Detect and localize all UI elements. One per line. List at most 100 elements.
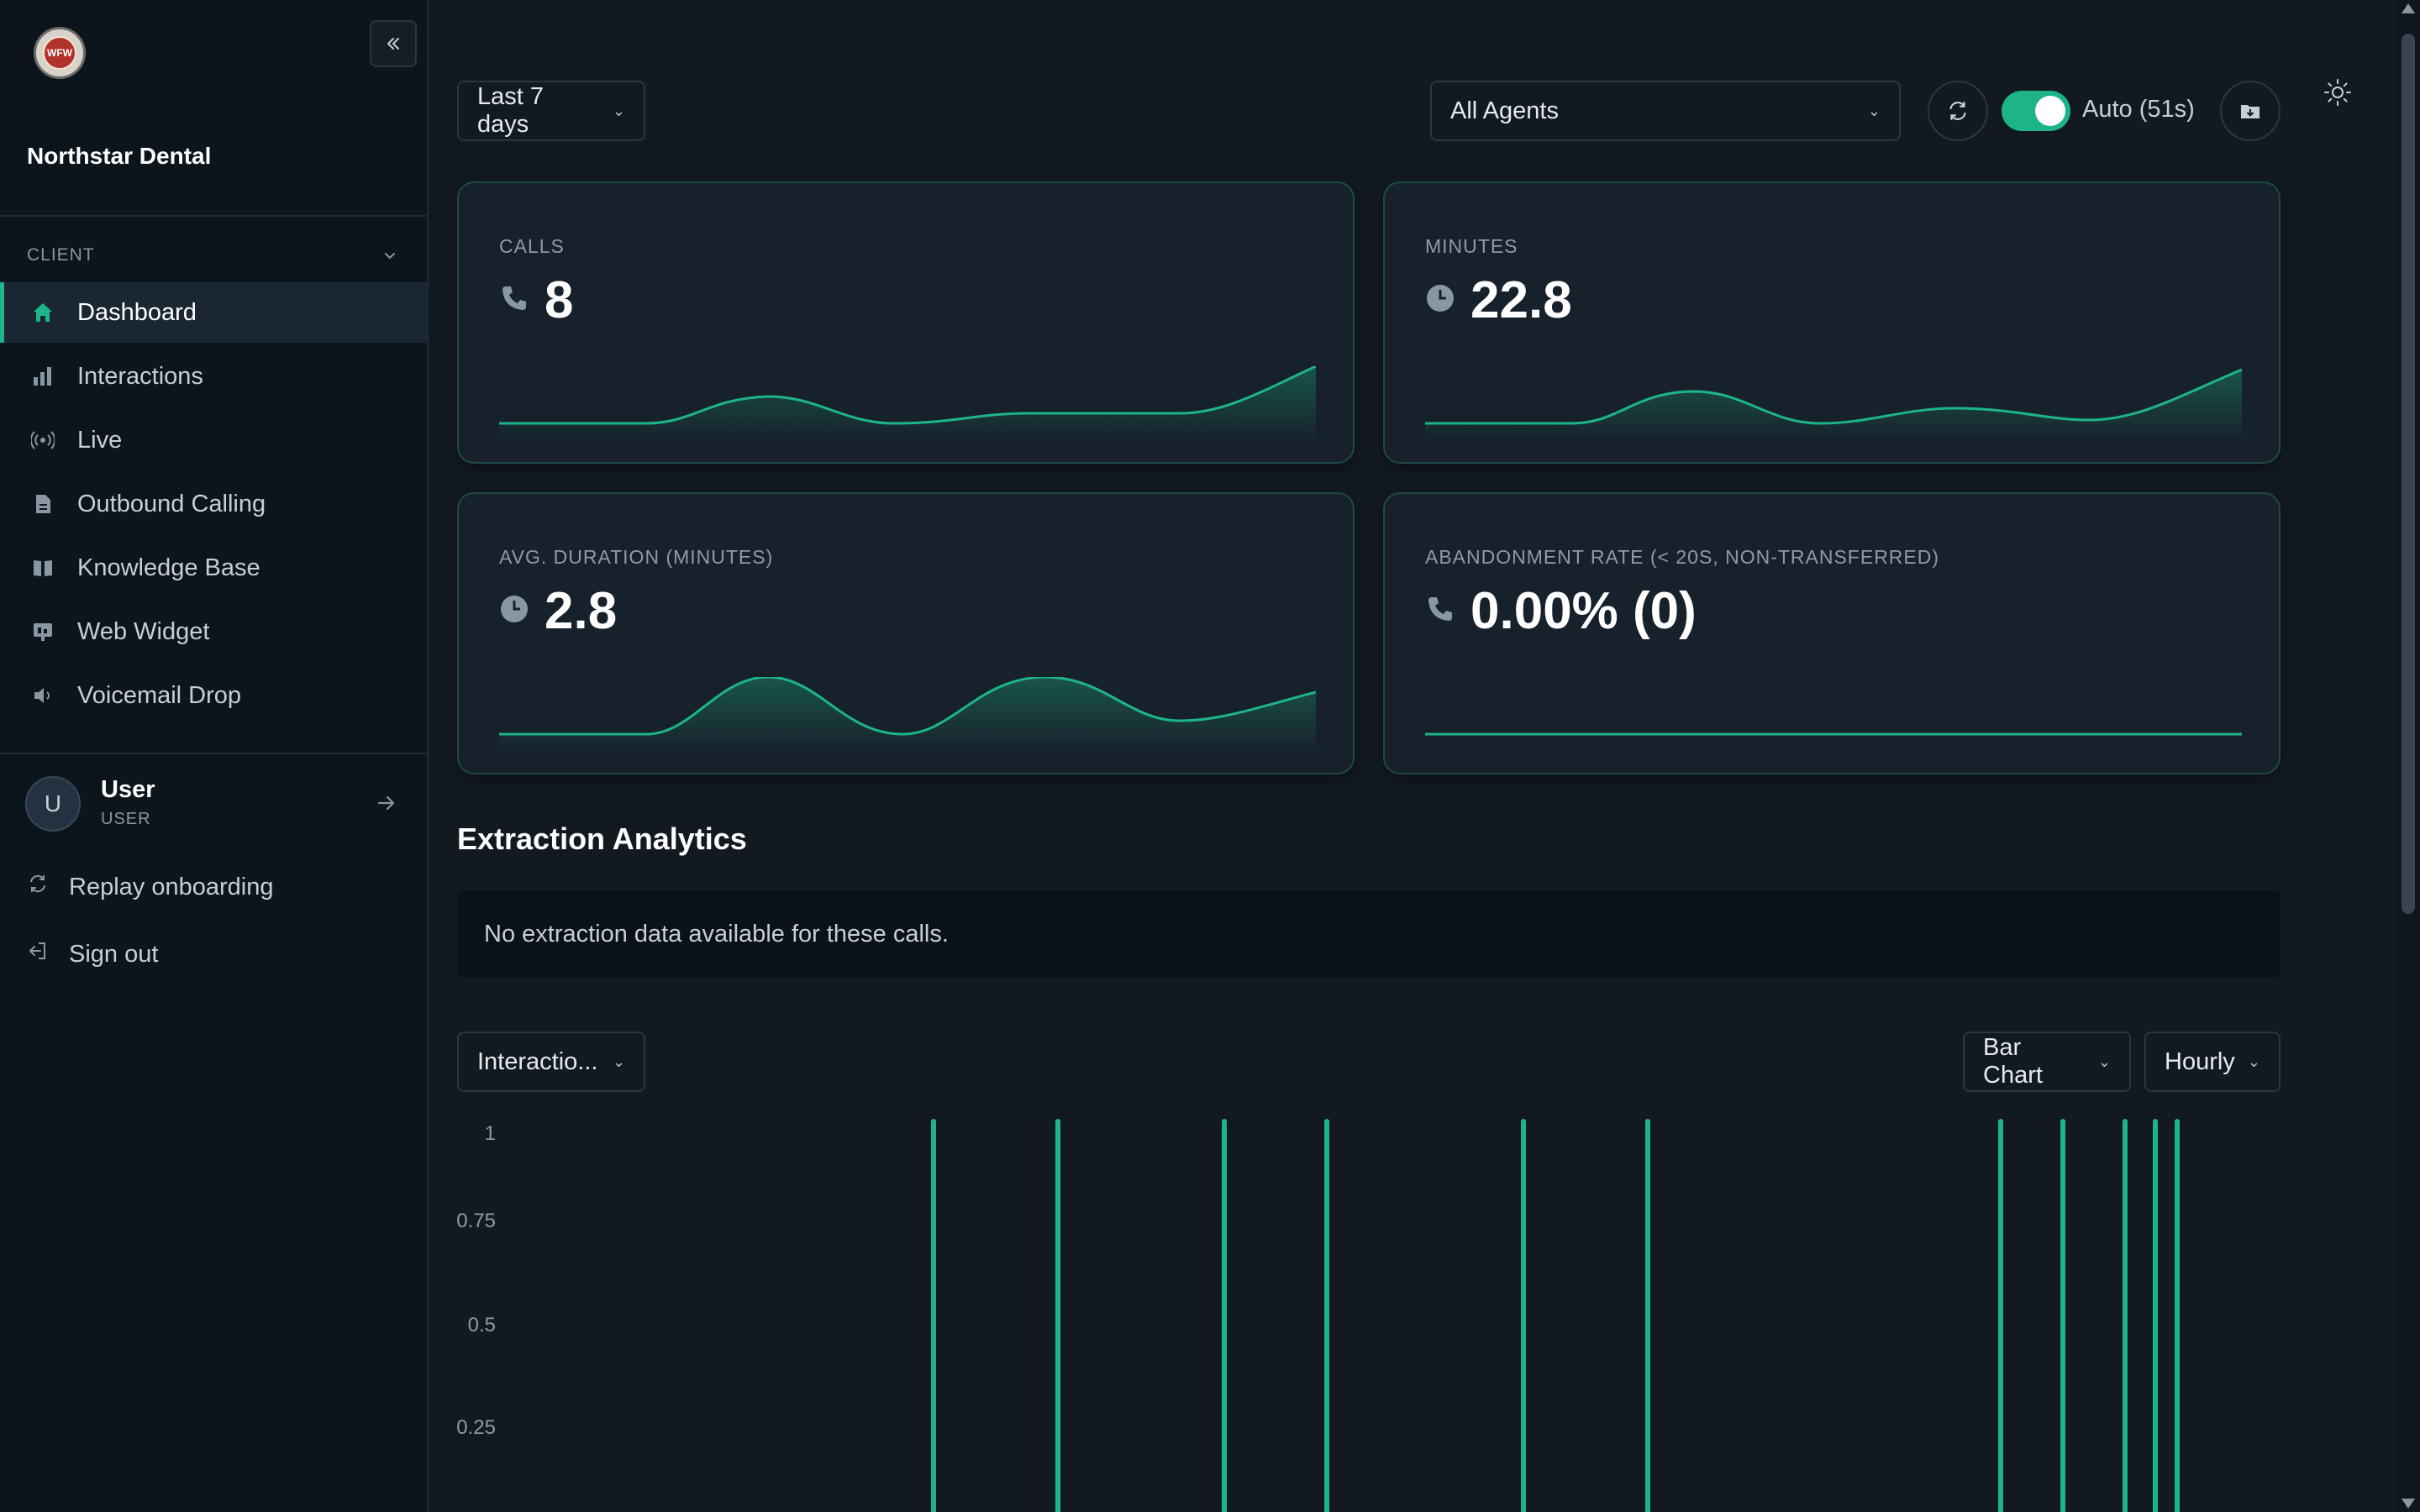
auto-refresh-label: Auto (51s) [2082, 96, 2195, 123]
agent-filter-select[interactable]: All Agents ⌄ [1430, 81, 1901, 141]
sign-out-link[interactable]: Sign out [27, 937, 158, 971]
refresh-icon [1949, 102, 1966, 120]
chart-bar[interactable] [931, 1119, 936, 1512]
chart-bar[interactable] [2175, 1119, 2180, 1512]
sidebar-item-live[interactable]: Live [0, 410, 427, 470]
auto-refresh-toggle[interactable] [2002, 91, 2070, 131]
scrollbar-thumb[interactable] [2402, 34, 2415, 914]
chart-bar[interactable] [2123, 1119, 2128, 1512]
clock-icon [1425, 283, 1455, 318]
sign-out-icon [27, 940, 49, 969]
metric-select[interactable]: Interactio... ⌄ [457, 1032, 645, 1092]
chevron-down-icon: ⌄ [612, 102, 625, 119]
speaker-icon [30, 683, 55, 708]
chart-bar[interactable] [1521, 1119, 1526, 1512]
section-label[interactable]: CLIENT [27, 245, 95, 265]
refresh-icon [27, 873, 49, 901]
metric-value: Interactio... [477, 1047, 598, 1075]
scroll-up-arrow[interactable] [2402, 3, 2415, 13]
organization-name: Northstar Dental [27, 143, 212, 169]
page-scrollbar[interactable] [2396, 0, 2420, 1512]
chevron-down-icon: ⌄ [1867, 102, 1881, 119]
refresh-button[interactable] [1928, 81, 1988, 141]
clock-icon [499, 594, 529, 628]
stat-value: 8 [544, 271, 574, 329]
chart-bar[interactable] [2060, 1119, 2065, 1512]
sun-icon [2324, 79, 2351, 106]
avg-duration-sparkline [499, 677, 1316, 753]
sidebar-item-label: Web Widget [77, 617, 210, 645]
empty-message: No extraction data available for these c… [484, 920, 949, 948]
theme-toggle-button[interactable] [2321, 76, 2354, 109]
chart-bar[interactable] [1324, 1119, 1329, 1512]
sidebar-item-label: Interactions [77, 362, 203, 390]
sidebar-item-outbound-calling[interactable]: Outbound Calling [0, 474, 427, 534]
calls-sparkline [499, 366, 1316, 442]
chevron-down-icon[interactable] [381, 247, 398, 268]
folder-download-icon [2241, 105, 2260, 118]
sidebar-item-label: Live [77, 426, 123, 454]
sidebar-item-knowledge-base[interactable]: Knowledge Base [0, 538, 427, 598]
home-icon [30, 300, 55, 325]
chart-type-select[interactable]: Bar Chart ⌄ [1963, 1032, 2131, 1092]
extraction-empty-state: No extraction data available for these c… [457, 890, 2281, 978]
export-button[interactable] [2220, 81, 2281, 141]
document-icon [30, 491, 55, 517]
stat-label: CALLS [499, 235, 565, 257]
sidebar-item-web-widget[interactable]: Web Widget [0, 601, 427, 662]
arrow-right-icon[interactable] [375, 791, 398, 819]
sidebar-item-label: Outbound Calling [77, 490, 266, 517]
extraction-analytics-title: Extraction Analytics [457, 822, 747, 856]
chart-bar[interactable] [1998, 1119, 2003, 1512]
chart-bar[interactable] [1645, 1119, 1650, 1512]
granularity-value: Hourly [2165, 1047, 2235, 1075]
chevron-down-icon: ⌄ [2097, 1053, 2111, 1070]
chart-bar[interactable] [1055, 1119, 1060, 1512]
abandonment-sparkline [1425, 732, 2242, 736]
user-role: USER [101, 810, 151, 828]
calls-stat-card: CALLS 8 [457, 181, 1355, 464]
stat-value: 0.00% (0) [1470, 582, 1697, 640]
avatar[interactable]: U [25, 776, 81, 832]
collapse-sidebar-button[interactable] [370, 20, 417, 67]
sidebar-item-label: Dashboard [77, 298, 197, 326]
y-tick-label: 0.5 [467, 1314, 496, 1336]
widget-icon [30, 619, 55, 644]
minutes-sparkline [1425, 368, 2242, 442]
stat-value: 2.8 [544, 582, 618, 640]
date-range-value: Last 7 days [477, 83, 544, 138]
divider [0, 215, 427, 217]
toggle-knob [2035, 96, 2065, 126]
date-range-select[interactable]: Last 7 days ⌄ [457, 81, 645, 141]
minutes-stat-card: MINUTES 22.8 [1383, 181, 2281, 464]
divider [0, 753, 427, 754]
scroll-down-arrow[interactable] [2402, 1499, 2415, 1509]
company-logo[interactable]: WFW [34, 27, 86, 79]
granularity-select[interactable]: Hourly ⌄ [2144, 1032, 2281, 1092]
sidebar-item-voicemail-drop[interactable]: Voicemail Drop [0, 665, 427, 726]
book-icon [30, 555, 55, 580]
sign-out-label: Sign out [69, 940, 159, 968]
phone-icon [1425, 594, 1455, 628]
user-name: User [101, 776, 155, 803]
y-tick-label: 1 [484, 1122, 496, 1145]
stat-label: ABANDONMENT RATE (< 20S, NON-TRANSFERRED… [1425, 546, 1940, 568]
sidebar: WFW Northstar Dental CLIENT Dashboard In… [0, 0, 429, 1512]
replay-onboarding-label: Replay onboarding [69, 873, 274, 900]
double-chevron-left-icon [387, 38, 399, 50]
stat-label: AVG. DURATION (MINUTES) [499, 546, 774, 568]
sidebar-item-dashboard[interactable]: Dashboard [0, 282, 427, 343]
chevron-down-icon: ⌄ [2247, 1053, 2260, 1070]
broadcast-icon [30, 428, 55, 453]
y-tick-label: 0.75 [456, 1210, 496, 1232]
chevron-down-icon: ⌄ [612, 1053, 625, 1070]
avg-duration-stat-card: AVG. DURATION (MINUTES) 2.8 [457, 492, 1355, 774]
stat-label: MINUTES [1425, 235, 1518, 257]
chart-bar[interactable] [1222, 1119, 1227, 1512]
sidebar-item-interactions[interactable]: Interactions [0, 346, 427, 407]
agent-filter-value: All Agents [1450, 97, 1559, 124]
logo-text: WFW [43, 36, 76, 70]
replay-onboarding-link[interactable]: Replay onboarding [27, 870, 273, 904]
chart-bar[interactable] [2153, 1119, 2158, 1512]
phone-icon [499, 283, 529, 318]
